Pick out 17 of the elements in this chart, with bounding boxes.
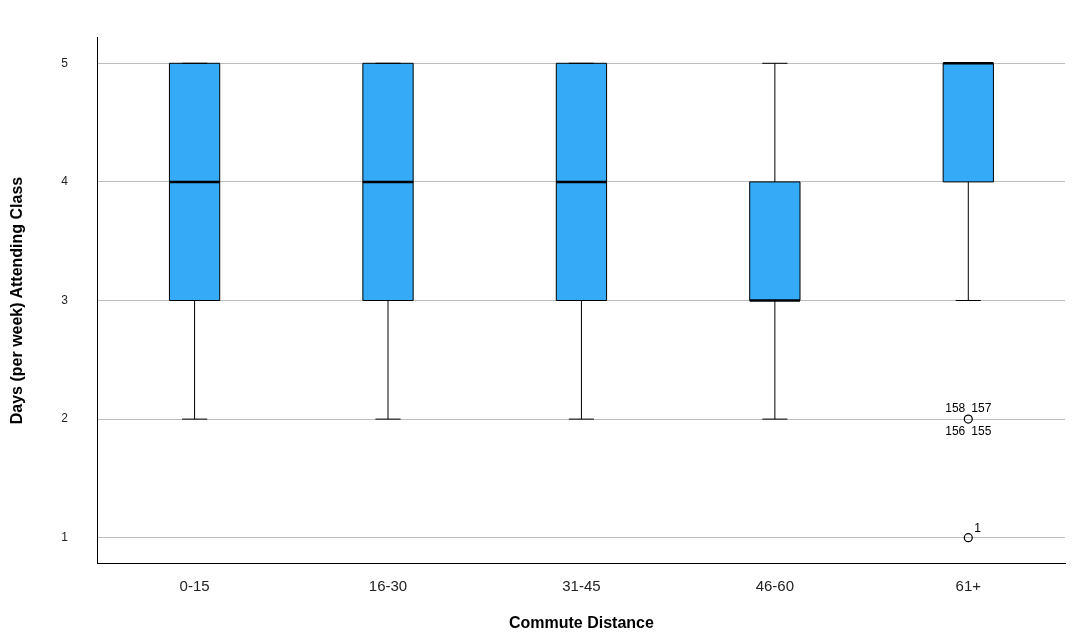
y-tick-label: 1	[61, 530, 69, 545]
annotation: 156	[945, 424, 966, 439]
x-tick-label: 61+	[955, 576, 982, 594]
x-tick-label: 46-60	[755, 576, 795, 594]
y-axis-title: Days (per week) Attending Class	[8, 176, 26, 425]
x-tick-label: 31-45	[562, 576, 601, 594]
annotation: 158	[945, 401, 966, 416]
y-tick-label: 2	[61, 411, 69, 426]
x-axis-title: Commute Distance	[508, 613, 654, 631]
annotation: 155	[971, 424, 992, 439]
annotation: 157	[971, 401, 992, 416]
y-tick-label: 3	[61, 292, 69, 307]
y-tick-label: 4	[61, 174, 69, 189]
x-tick-label: 16-30	[368, 576, 408, 594]
annotation: 1	[974, 520, 982, 535]
x-tick-label: 0-15	[179, 576, 210, 594]
y-tick-label: 5	[61, 55, 69, 70]
